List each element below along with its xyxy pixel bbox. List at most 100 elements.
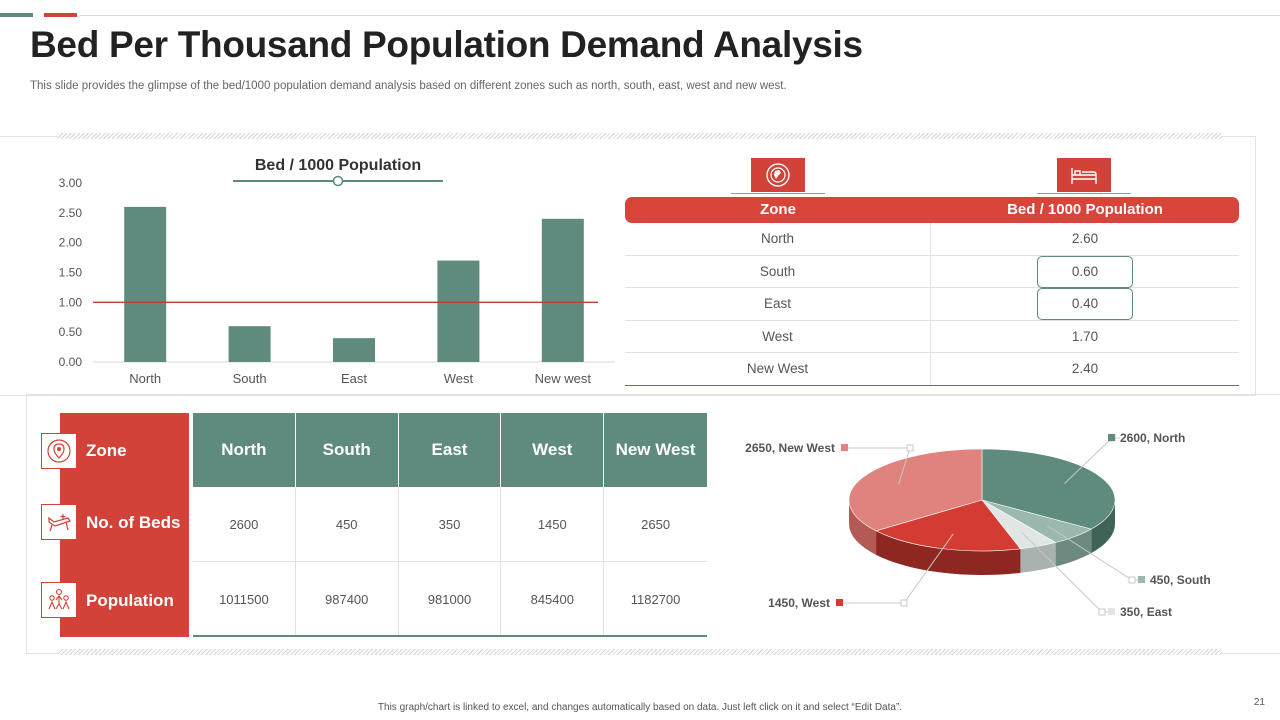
table-row: New West 2.40 [625,353,1239,386]
beds-table-header: North South East West New West [193,413,707,487]
leader-marker [1098,608,1106,616]
beds-cell: 2650 [641,517,671,532]
pie-side-east [1020,542,1056,573]
bar-south[interactable] [228,326,271,362]
pie-slice-new-west[interactable] [848,448,983,532]
legend-swatch-new-west [841,444,848,451]
bar-chart-title-dot [332,175,344,187]
beds-table-body: 2600 450 350 1450 2650 1011500 987400 98… [193,487,707,637]
row-label-column [60,413,189,637]
pie-side-west [876,530,1021,575]
beds-cell: 350 [399,487,502,561]
ratio-cell: 2.60 [1071,231,1099,246]
table-row: South 0.60 [625,255,1239,289]
hatch-divider-top [58,133,1222,139]
people-icon-box [41,582,77,618]
footer-note: This graph/chart is linked to excel, and… [377,702,903,713]
pie-side-south [1055,529,1092,567]
globe-icon [766,163,790,187]
top-divider [80,15,1280,16]
ratio-cell: 1.70 [1071,328,1099,344]
legend-swatch-south [1138,576,1145,583]
population-row: 1011500 987400 981000 845400 1182700 [193,562,707,637]
bar-chart[interactable]: Bed / 1000 Population 0.00 0.50 1.00 1.50 2.… [40,150,620,390]
population-cell: 1011500 [193,562,296,635]
header-new-west: New West [615,440,696,459]
table-row: East 0.40 [625,288,1239,321]
page-number: 21 [1253,697,1265,708]
zone-header: Zone [760,201,796,218]
hospital-bed-icon-box [41,504,77,540]
pie-side-new-west [849,500,877,555]
bar-chart-title: Bed / 1000 Population [255,157,421,174]
zone-table-header: Zone Bed / 1000 Population [625,197,1239,223]
leader-marker [906,444,914,452]
leader-marker [900,599,908,607]
y-tick-label: 0.00 [59,355,83,369]
bar-west[interactable] [437,260,480,362]
y-tick-label: 3.00 [59,176,83,190]
map-pin-icon-box [41,433,77,469]
globe-icon-box [751,158,805,192]
slide-title: Bed Per Thousand Population Demand Analy… [30,24,863,65]
map-pin-icon [47,439,71,463]
people-icon [48,588,70,610]
y-tick-label: 1.00 [59,295,83,309]
bar-east[interactable] [333,338,375,362]
bar-new-west[interactable] [541,218,584,362]
header-north: North [193,413,296,487]
ratio-cell: 0.60 [931,255,1239,288]
y-tick-label: 2.00 [59,236,83,250]
x-tick-label: North [129,371,161,386]
row-label-beds: No. of Beds [86,513,181,532]
pie-label-east: 350, East [1120,605,1172,619]
globe-icon-underline [731,193,825,194]
pie-slice-north[interactable] [981,448,1116,530]
zone-table-body: North 2.60 South 0.60 East 0.40 West 1.7… [625,223,1239,386]
zone-cell: South [625,255,931,288]
leader-marker [1128,576,1136,584]
accent-bar-red [44,13,77,17]
pie-label-west: 1450, West [768,596,830,610]
x-tick-label: East [341,371,367,386]
slide-subtitle: This slide provides the glimpse of the b… [30,80,787,92]
y-tick-label: 0.50 [59,325,83,339]
zone-cell: East [625,288,931,320]
ratio-cell: 2.40 [1071,361,1099,377]
pie-slice-west[interactable] [875,499,1022,552]
pie-side-north [1091,500,1115,554]
population-cell: 987400 [296,562,399,635]
table-row: North 2.60 [625,223,1239,256]
x-tick-label: West [444,371,474,386]
pie-label-new-west: 2650, New West [745,441,835,455]
pie-chart[interactable]: 2600, North 450, South 350, East 1450, West… [730,420,1250,635]
pie-label-north: 2600, North [1120,431,1185,445]
table-row: West 1.70 [625,320,1239,354]
pie-label-south: 450, South [1150,573,1211,587]
y-tick-label: 1.50 [59,266,83,280]
bed-icon-underline [1037,193,1131,194]
header-west: West [501,413,605,487]
population-cell: 1182700 [630,592,681,607]
ratio-value-highlight: 0.40 [1037,288,1133,321]
beds-cell: 1450 [501,487,605,561]
x-tick-label: New west [535,371,592,386]
zone-cell: North [625,223,931,255]
hatch-divider-bottom [58,649,1222,655]
row-label-population: Population [86,591,174,610]
population-cell: 981000 [399,562,502,635]
beds-cell: 450 [296,487,399,561]
bar-north[interactable] [124,206,167,362]
population-cell: 845400 [501,562,605,635]
y-tick-label: 2.50 [59,206,83,220]
beds-row: 2600 450 350 1450 2650 [193,487,707,562]
header-east: East [399,413,502,487]
hospital-bed-icon [48,514,71,532]
legend-swatch-east [1108,608,1115,615]
header-south: South [296,413,399,487]
legend-swatch-west [836,599,843,606]
x-tick-label: South [233,371,267,386]
bed-ratio-header: Bed / 1000 Population [1007,201,1163,218]
bed-icon [1071,168,1097,184]
row-label-zone: Zone [86,441,127,460]
